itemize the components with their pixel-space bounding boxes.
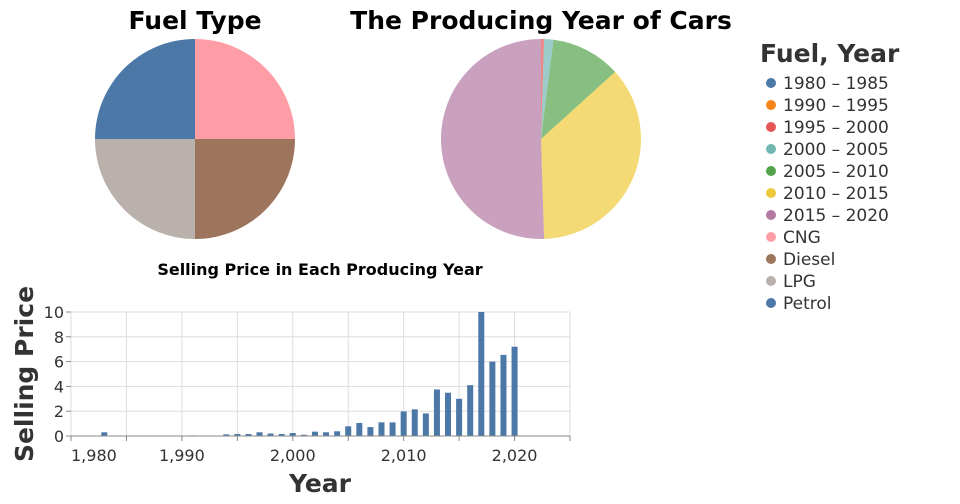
bar-2016: [467, 385, 474, 436]
y-tick-label: 0: [54, 427, 64, 446]
legend-label: 2015 – 2020: [783, 206, 889, 226]
legend-symbol: [766, 100, 776, 110]
bar-2015: [456, 398, 463, 436]
bar-2013: [433, 389, 440, 436]
legend-label: Diesel: [783, 250, 835, 270]
bar-2014: [445, 392, 452, 436]
legend-label: 2010 – 2015: [783, 184, 889, 204]
legend-label: 2000 – 2005: [783, 140, 889, 160]
legend-symbol: [766, 210, 776, 220]
legend-title: Fuel, Year: [760, 39, 900, 68]
bar-2020: [511, 346, 518, 436]
legend-label: LPG: [783, 272, 816, 292]
bar-1983: [101, 432, 108, 436]
legend-label: 1990 – 1995: [783, 96, 889, 116]
pie-slice-2005-2010: [541, 39, 616, 139]
bar-1998: [267, 433, 274, 436]
bar-chart-title: Selling Price in Each Producing Year: [157, 260, 482, 279]
pie-slice-LPG: [95, 139, 195, 239]
legend-label: 1980 – 1985: [783, 74, 889, 94]
bar-2008: [378, 422, 385, 436]
bar-2002: [311, 431, 318, 436]
legend-symbol: [766, 254, 776, 264]
x-tick-label: 1,980: [71, 446, 117, 465]
legend-label: 1995 – 2000: [783, 118, 889, 138]
legend-label: 2005 – 2010: [783, 162, 889, 182]
x-tick-label: 2,000: [270, 446, 316, 465]
bar-2009: [389, 422, 396, 436]
y-tick-label: 4: [54, 377, 64, 396]
legend-label: Petrol: [783, 294, 832, 314]
bar-2018: [489, 361, 496, 436]
bar-2004: [334, 431, 341, 436]
bar-1999: [278, 434, 285, 436]
bar-2017: [478, 312, 485, 436]
pie-slice-Diesel: [195, 139, 295, 239]
y-tick-label: 8: [54, 328, 64, 347]
bar-2000: [289, 433, 296, 436]
y-tick-label: 10: [44, 303, 64, 322]
legend-symbol: [766, 298, 776, 308]
bar-chart: 0 2 4 6 8 10 1,980 1,990 2,000 2,010 2,020: [44, 303, 571, 465]
fuel-pie-title: Fuel Type: [128, 6, 261, 35]
x-axis-title: Year: [288, 469, 352, 498]
legend-label: CNG: [783, 228, 821, 248]
bar-1994: [223, 434, 230, 436]
bar-1995: [234, 434, 241, 436]
y-axis-title: Selling Price: [10, 286, 39, 462]
legend-symbol: [766, 188, 776, 198]
legend-symbol: [766, 78, 776, 88]
x-tick-label: 1,990: [159, 446, 205, 465]
y-tick-label: 6: [54, 353, 64, 372]
x-tick-label: 2,020: [492, 446, 538, 465]
bar-2006: [356, 422, 363, 436]
pie-slice-CNG: [195, 39, 295, 139]
pie-slice-Petrol: [95, 39, 195, 139]
legend-symbol: [766, 232, 776, 242]
pie-slice-2010-2015: [541, 71, 642, 239]
bar-1997: [256, 432, 263, 436]
pie-slice-2015-2020: [441, 39, 545, 239]
bar-2011: [411, 409, 418, 436]
bar-2003: [323, 432, 330, 436]
legend-symbol: [766, 122, 776, 132]
bar-2005: [345, 426, 352, 436]
legend-symbol: [766, 144, 776, 154]
year-pie-title: The Producing Year of Cars: [350, 6, 732, 35]
bar-2019: [500, 354, 507, 436]
legend-symbol: [766, 276, 776, 286]
y-tick-label: 2: [54, 402, 64, 421]
x-tick-label: 2,010: [381, 446, 427, 465]
bar-2010: [400, 411, 407, 436]
fuel-pie: [95, 39, 295, 239]
pie-slice-1995-2000: [541, 39, 545, 139]
legend-symbol: [766, 166, 776, 176]
year-pie: [441, 39, 642, 239]
bar-2012: [422, 413, 429, 436]
bar-2007: [367, 427, 374, 436]
bar-1996: [245, 434, 252, 436]
pie-slice-2000-2005: [541, 39, 554, 139]
bar-2001: [300, 434, 307, 436]
